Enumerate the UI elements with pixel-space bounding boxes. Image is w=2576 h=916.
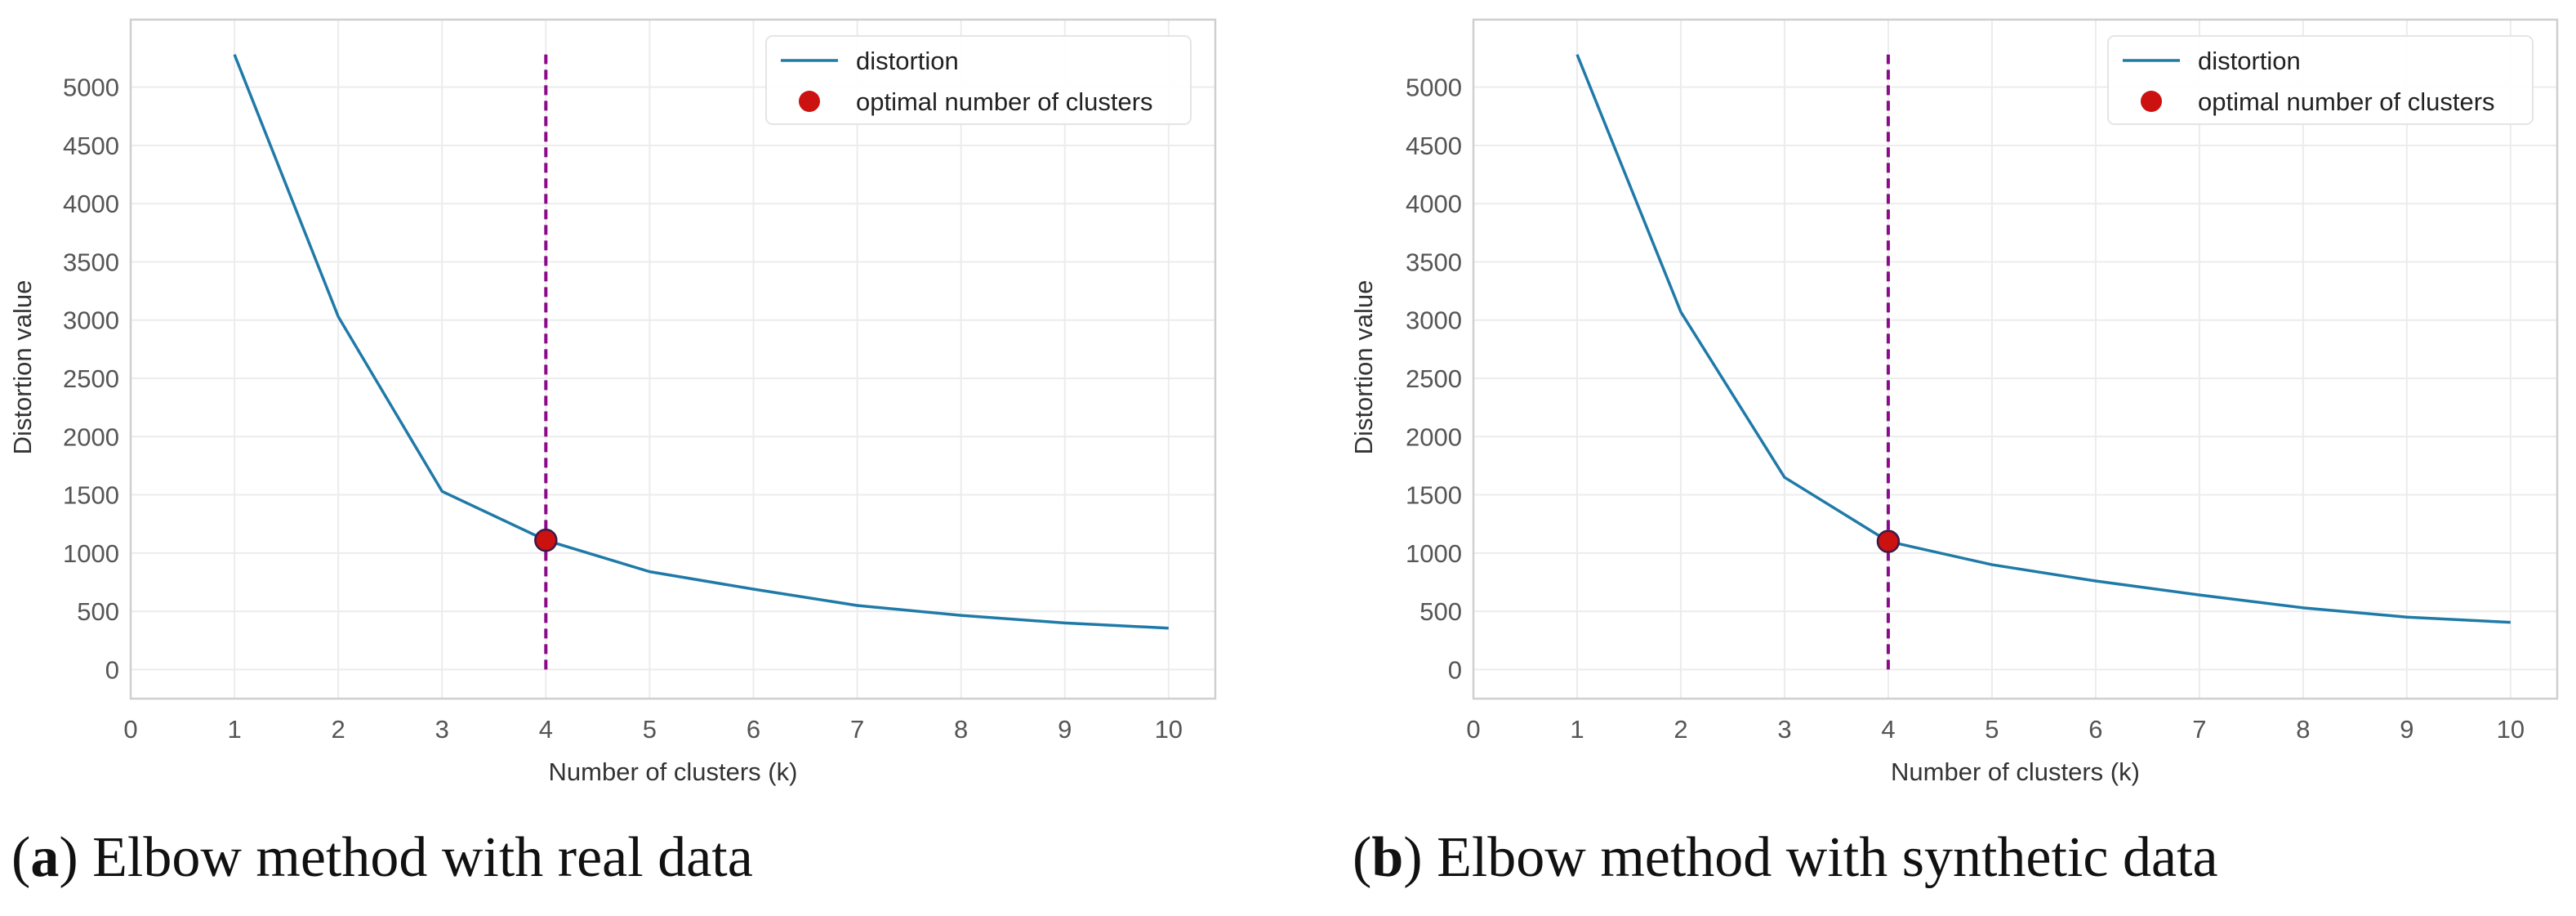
y-tick-label: 500 (77, 597, 119, 626)
legend-label-distortion: distortion (856, 47, 959, 75)
y-tick-label: 3500 (63, 248, 119, 276)
legend-box (2107, 35, 2534, 125)
caption-b: (b) Elbow method with synthetic data (1353, 826, 2218, 889)
x-tick-label: 6 (747, 715, 760, 744)
y-tick-label: 2000 (1406, 422, 1462, 451)
x-tick-label: 5 (1985, 715, 1999, 744)
x-tick-label: 3 (435, 715, 449, 744)
x-tick-label: 2 (332, 715, 345, 744)
chart-panel-b: 0 1 2 3 4 5 6 7 8 9 10 0 500 1000 1500 2000 2500 3000 3500… (1349, 18, 2559, 786)
y-tick-label: 1500 (63, 481, 119, 510)
x-tick-label: 7 (2192, 715, 2206, 744)
optimal-point (534, 528, 558, 552)
x-axis-label: Number of clusters (k) (549, 757, 798, 786)
y-tick-label: 0 (1448, 655, 1462, 684)
series-line-distortion (1575, 54, 2511, 624)
x-tick-label: 1 (227, 715, 241, 744)
y-tick-label: 0 (105, 655, 119, 684)
x-tick-label: 7 (850, 715, 864, 744)
chart-panel-a: 0 1 2 3 4 5 6 7 8 9 10 0 500 1000 1500 2000 2500 3000 3500… (8, 18, 1217, 786)
optimal-point (1876, 529, 1901, 553)
plot-frame (1472, 18, 2559, 700)
x-tick-label: 10 (1155, 715, 1183, 744)
legend-marker-swatch (799, 91, 820, 112)
x-tick-label: 4 (1881, 715, 1895, 744)
legend: distortion optimal number of clusters (765, 35, 1192, 125)
x-tick-label: 0 (123, 715, 137, 744)
y-tick-label: 3000 (63, 306, 119, 335)
x-tick-label: 10 (2497, 715, 2525, 744)
x-tick-label: 8 (2296, 715, 2310, 744)
caption-a-text: Elbow method with real data (78, 826, 753, 889)
x-tick-label: 9 (1058, 715, 1072, 744)
legend-marker-swatch (2141, 91, 2162, 112)
legend-label-optimal: optimal number of clusters (856, 87, 1153, 116)
caption-b-label: b (1371, 826, 1404, 889)
y-axis-label: Distortion value (1349, 280, 1378, 455)
x-tick-label: 3 (1777, 715, 1791, 744)
legend: distortion optimal number of clusters (2107, 35, 2534, 125)
caption-b-text: Elbow method with synthetic data (1422, 826, 2218, 889)
x-axis-label: Number of clusters (k) (1891, 757, 2140, 786)
legend-label-optimal: optimal number of clusters (2198, 87, 2495, 116)
caption-a: (a) Elbow method with real data (11, 826, 753, 889)
y-tick-label: 1000 (1406, 539, 1462, 568)
y-tick-label: 500 (1419, 597, 1462, 626)
y-tick-label: 2000 (63, 422, 119, 451)
series-line-distortion (233, 54, 1169, 630)
y-tick-label: 4500 (63, 132, 119, 160)
y-tick-label: 4000 (1406, 190, 1462, 218)
y-tick-label: 4500 (1406, 132, 1462, 160)
y-tick-label: 3000 (1406, 306, 1462, 335)
y-tick-label: 1000 (63, 539, 119, 568)
y-axis-label: Distortion value (8, 280, 37, 455)
x-tick-label: 6 (2088, 715, 2102, 744)
y-tick-label: 5000 (1406, 74, 1462, 102)
x-tick-label: 1 (1570, 715, 1584, 744)
y-tick-label: 5000 (63, 74, 119, 102)
y-tick-label: 2500 (63, 364, 119, 393)
x-tick-label: 5 (643, 715, 657, 744)
caption-a-label: a (30, 826, 60, 889)
legend-label-distortion: distortion (2198, 47, 2301, 75)
x-tick-label: 2 (1674, 715, 1687, 744)
y-tick-label: 2500 (1406, 364, 1462, 393)
legend-box (765, 35, 1192, 125)
plot-frame (129, 18, 1217, 700)
y-tick-label: 3500 (1406, 248, 1462, 276)
x-tick-label: 4 (539, 715, 553, 744)
y-tick-label: 4000 (63, 190, 119, 218)
x-tick-label: 9 (2400, 715, 2413, 744)
x-tick-label: 8 (954, 715, 968, 744)
y-tick-label: 1500 (1406, 481, 1462, 510)
x-tick-label: 0 (1466, 715, 1480, 744)
